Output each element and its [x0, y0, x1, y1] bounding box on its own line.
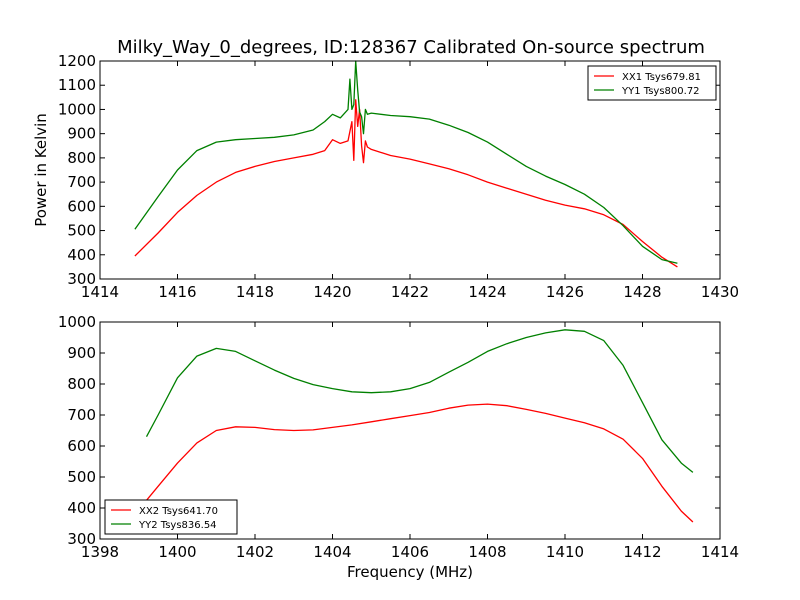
x-tick-label: 1420 [313, 283, 351, 301]
x-tick-label: 1406 [391, 543, 429, 561]
y-tick-label: 800 [67, 149, 96, 167]
x-tick-label: 1398 [81, 543, 119, 561]
y-tick-label: 800 [67, 375, 96, 393]
legend-label: XX1 Tsys679.81 [622, 72, 701, 83]
x-tick-label: 1414 [701, 543, 739, 561]
x-tick-label: 1418 [236, 283, 274, 301]
y-tick-label: 300 [67, 530, 96, 548]
series-line-1-0 [145, 403, 694, 523]
series-line-1-1 [145, 329, 694, 473]
y-tick-label: 700 [67, 406, 96, 424]
legend: XX1 Tsys679.81 YY1 Tsys800.72 [587, 65, 717, 101]
legend-label: XX2 Tsys641.70 [139, 506, 218, 517]
x-tick-label: 1404 [313, 543, 351, 561]
y-tick-label: 500 [67, 222, 96, 240]
y-tick-label: 300 [67, 270, 96, 288]
x-tick-label: 1422 [391, 283, 429, 301]
x-tick-label: 1402 [236, 543, 274, 561]
y-tick-label: 400 [67, 499, 96, 517]
x-axis-label: Frequency (MHz) [347, 563, 473, 581]
y-tick-label: 600 [67, 197, 96, 215]
x-tick-label: 1412 [623, 543, 661, 561]
y-tick-label: 400 [67, 246, 96, 264]
figure-title: Milky_Way_0_degrees, ID:128367 Calibrate… [117, 37, 705, 58]
y-tick-label: 500 [67, 468, 96, 486]
y-tick-label: 1000 [58, 100, 96, 118]
top-chart-panel: 1414 1416 1418 1420 1422 1424 1426 1428 1430 300 4… [32, 52, 739, 301]
x-tick-label: 1410 [546, 543, 584, 561]
x-tick-label: 1428 [623, 283, 661, 301]
x-tick-label: 1424 [468, 283, 506, 301]
series-line-0-0 [134, 99, 678, 268]
legend-box [587, 65, 717, 101]
y-tick-label: 900 [67, 125, 96, 143]
y-tick-label: 1000 [58, 313, 96, 331]
y-tick-label: 1200 [58, 52, 96, 70]
y-tick-label: 900 [67, 344, 96, 362]
x-tick-label: 1416 [158, 283, 196, 301]
y-tick-label: 1100 [58, 76, 96, 94]
x-tick-label: 1430 [701, 283, 739, 301]
legend-label: YY1 Tsys800.72 [621, 86, 700, 97]
x-tick-label: 1426 [546, 283, 584, 301]
y-tick-label: 700 [67, 173, 96, 191]
x-tick-label: 1400 [158, 543, 196, 561]
x-tick-label: 1408 [468, 543, 506, 561]
legend: XX2 Tsys641.70 YY2 Tsys836.54 [104, 499, 238, 535]
legend-label: YY2 Tsys836.54 [138, 520, 217, 531]
bottom-chart-panel: 1398 1400 1402 1404 1406 1408 1410 1412 1414 300 4… [58, 313, 739, 581]
legend-box [104, 499, 238, 535]
series-line-0-1 [134, 60, 678, 264]
x-tick-label: 1414 [81, 283, 119, 301]
y-tick-label: 600 [67, 437, 96, 455]
y-axis-label: Power in Kelvin [32, 113, 50, 227]
